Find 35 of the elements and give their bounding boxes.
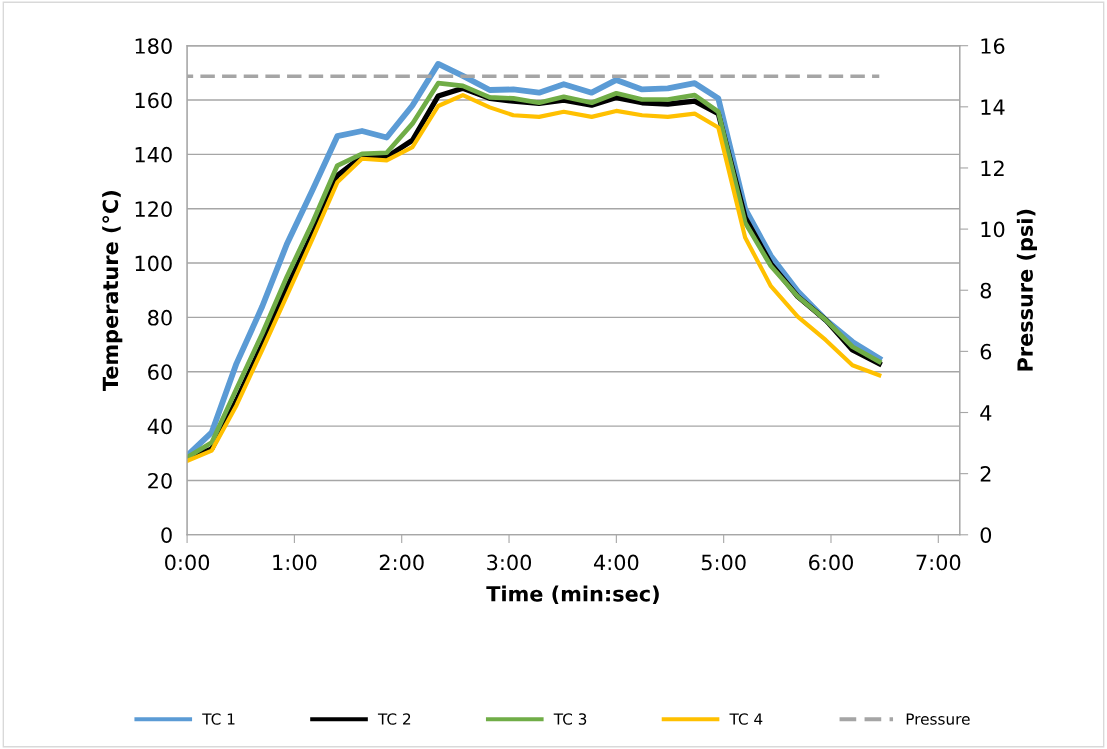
y-tick-label: 20	[148, 472, 172, 489]
y2-tick-label: 2	[980, 466, 991, 482]
x-axis-title: Time (min:sec)	[486, 585, 659, 605]
y2-tick-label: 0	[980, 527, 992, 543]
legend-label: TC 4	[729, 713, 763, 725]
y2-tick-label: 6	[980, 343, 992, 360]
y-tick-label: 0	[161, 527, 172, 543]
y-tick-label: 80	[148, 309, 172, 326]
y-tick-label: 60	[148, 364, 172, 380]
y-tick-label: 160	[135, 92, 172, 109]
y-axis-title: Temperature (°C)	[102, 191, 123, 392]
y2-tick-label: 12	[981, 160, 1004, 176]
x-tick-label: 5:00	[701, 554, 746, 571]
y-tick-label: 100	[135, 255, 172, 272]
y2-tick-label: 16	[981, 38, 1005, 54]
legend-label: TC 3	[553, 713, 587, 725]
y2-tick-label: 10	[981, 221, 1005, 238]
x-tick-label: 2:00	[379, 554, 424, 571]
y2-tick-label: 4	[980, 405, 992, 421]
y-tick-label: 40	[147, 418, 172, 435]
y-tick-label: 140	[135, 146, 172, 163]
legend-label: TC 2	[377, 713, 411, 725]
x-tick-label: 1:00	[273, 554, 317, 571]
y2-axis-title: Pressure (psi)	[1016, 209, 1037, 371]
y2-tick-label: 8	[980, 282, 992, 299]
x-tick-label: 6:00	[809, 554, 853, 571]
x-tick-label: 4:00	[593, 554, 639, 571]
y-tick-label: 120	[135, 201, 172, 217]
legend-label: Pressure	[906, 713, 970, 725]
x-tick-label: 7:00	[916, 554, 961, 571]
y2-tick-label: 14	[981, 99, 1005, 115]
x-tick-label: 3:00	[487, 554, 532, 571]
x-tick-label: 0:00	[165, 554, 210, 571]
legend-label: TC 1	[202, 713, 235, 725]
y-tick-label: 180	[135, 38, 172, 54]
